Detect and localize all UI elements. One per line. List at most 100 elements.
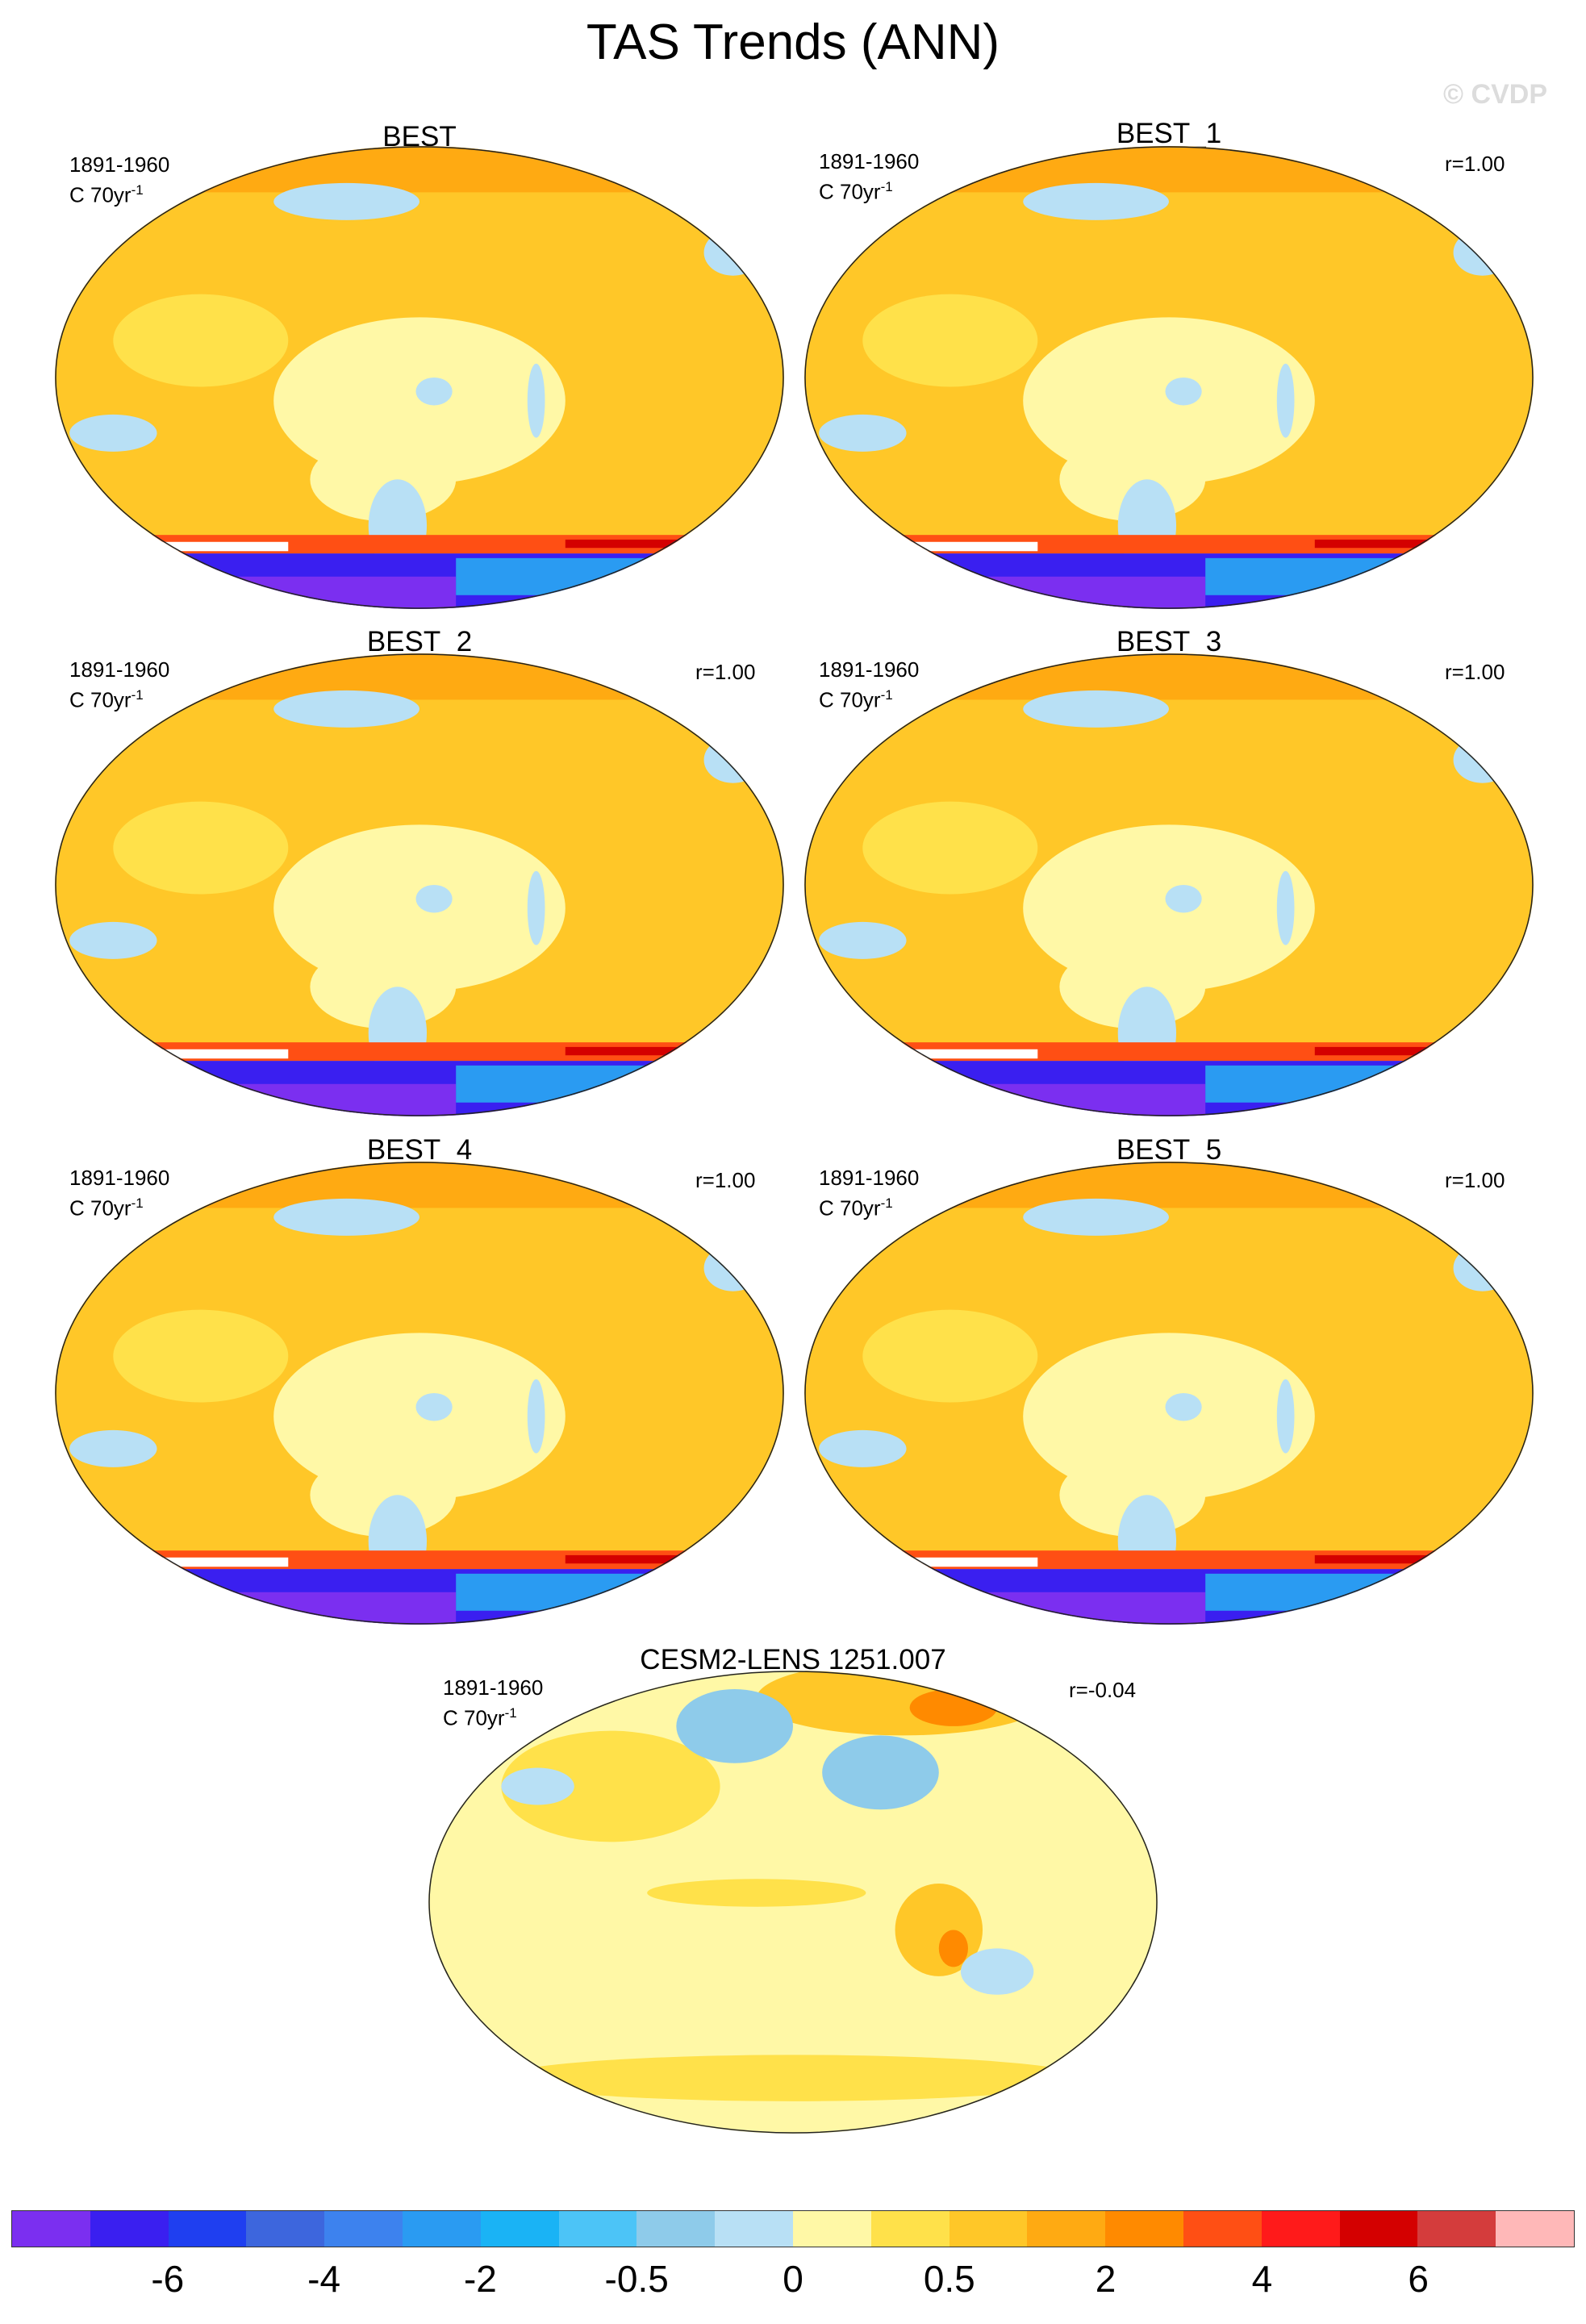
pacific-weak-trend xyxy=(273,1333,566,1500)
units-exponent: -1 xyxy=(880,687,893,703)
antarctic-rim-warming xyxy=(55,535,784,554)
antarctic-rim-warming xyxy=(804,535,1534,554)
colorbar-swatch xyxy=(1339,2211,1418,2247)
antarctic-strong-warming xyxy=(1314,1554,1446,1564)
south-indian-cooling xyxy=(819,1429,907,1467)
pattern-correlation-label: r=1.00 xyxy=(695,660,756,684)
trend-map xyxy=(804,653,1534,1116)
north-pacific-cooling xyxy=(1023,690,1169,728)
units-exponent: -1 xyxy=(880,1195,893,1211)
brazil-hotspot xyxy=(938,1930,968,1967)
antarctic-strong-warming xyxy=(1314,1046,1446,1056)
period-label: 1891-1960 xyxy=(443,1675,544,1700)
pattern-correlation-label: r=1.00 xyxy=(1445,1168,1505,1192)
antarctic-rim-warming xyxy=(55,1042,784,1062)
panel-period-units: 1891-1960 C 70yr-1 xyxy=(69,1166,169,1221)
antarctic-extreme-cooling xyxy=(55,576,457,609)
period-label: 1891-1960 xyxy=(69,152,170,177)
central-pacific-cooling xyxy=(1165,885,1202,913)
north-pacific-cooling xyxy=(273,690,419,728)
antarctic-rim-warming xyxy=(804,1042,1534,1062)
panel-period-units: 1891-1960 C 70yr-1 xyxy=(69,152,169,208)
period-label: 1891-1960 xyxy=(69,657,170,682)
map-outline xyxy=(804,653,1534,1116)
north-atlantic-cooling xyxy=(703,736,762,783)
colorbar-tick-label: -4 xyxy=(307,2258,341,2300)
arctic-warming-band xyxy=(804,146,1534,193)
antarctic-extreme-cooling xyxy=(55,1592,457,1625)
antarctic-moderate-cooling xyxy=(1205,557,1461,595)
central-pacific-cooling xyxy=(415,885,453,913)
colorbar-swatch xyxy=(12,2211,90,2247)
indian-ocean-moderate xyxy=(113,294,289,387)
map-outline xyxy=(55,146,784,609)
units-label: C 70yr xyxy=(69,1195,131,1220)
peru-coast-cooling xyxy=(1276,1379,1295,1454)
missing-data-strip xyxy=(891,1049,1038,1059)
colorbar-swatch xyxy=(949,2211,1028,2247)
panel-period-units: 1891-1960 C 70yr-1 xyxy=(819,149,919,205)
pacific-weak-trend xyxy=(273,824,566,992)
colorbar-swatch xyxy=(1261,2211,1340,2247)
pattern-correlation-label: r=-0.04 xyxy=(1069,1678,1137,1702)
colorbar-swatch xyxy=(402,2211,481,2247)
colorbar-tick-label: 0.5 xyxy=(923,2258,975,2300)
units-label: C 70yr xyxy=(69,182,131,207)
trend-map xyxy=(55,1162,784,1625)
south-indian-cooling xyxy=(69,414,157,452)
units-label: C 70yr xyxy=(443,1705,505,1730)
panel-title: CESM2-LENS 1251.007 xyxy=(640,1644,946,1675)
pacific-weak-trend xyxy=(273,317,566,485)
units-exponent: -1 xyxy=(131,687,144,703)
period-label: 1891-1960 xyxy=(69,1166,170,1190)
trend-map xyxy=(55,653,784,1116)
panel-period-units: 1891-1960 C 70yr-1 xyxy=(819,1166,919,1221)
antarctic-strong-warming xyxy=(1314,539,1446,549)
south-indian-cooling xyxy=(69,1429,157,1467)
missing-data-strip xyxy=(891,541,1038,552)
north-pacific-cooling xyxy=(1023,182,1169,220)
colorbar-tick-label: 2 xyxy=(1095,2258,1116,2300)
arctic-warming-band xyxy=(55,1162,784,1208)
colorbar-swatch xyxy=(168,2211,247,2247)
panel-title: BEST_1 xyxy=(1116,118,1222,149)
equatorial-pacific-warming xyxy=(647,1879,866,1907)
pacific-weak-trend xyxy=(1023,317,1315,485)
south-indian-cooling xyxy=(819,921,907,959)
antarctic-strong-warming xyxy=(565,539,697,549)
central-pacific-cooling xyxy=(415,1393,453,1421)
peru-coast-cooling xyxy=(527,870,545,945)
colorbar-swatch xyxy=(324,2211,403,2247)
antarctic-moderate-cooling xyxy=(456,1065,712,1103)
pattern-correlation-label: r=1.00 xyxy=(1445,660,1505,684)
missing-data-strip xyxy=(891,1557,1038,1567)
colorbar-tick-label: 0 xyxy=(783,2258,803,2300)
antarctic-extreme-cooling xyxy=(55,1083,457,1116)
indian-ocean-moderate xyxy=(113,1309,289,1403)
north-pacific-cooling xyxy=(273,182,419,220)
antarctic-extreme-cooling xyxy=(804,1592,1206,1625)
central-pacific-cooling xyxy=(1165,378,1202,406)
antarctic-extreme-cooling xyxy=(804,1083,1206,1116)
map-outline xyxy=(55,653,784,1116)
trend-map xyxy=(804,146,1534,609)
colorbar-swatch xyxy=(246,2211,325,2247)
colorbar xyxy=(11,2210,1575,2247)
colorbar-tick-label: -6 xyxy=(151,2258,185,2300)
indian-ocean-moderate xyxy=(113,801,289,895)
indian-ocean-moderate xyxy=(862,294,1038,387)
units-label: C 70yr xyxy=(819,1195,881,1220)
trend-map xyxy=(428,1671,1158,2134)
antarctic-moderate-cooling xyxy=(456,1573,712,1611)
asia-warming xyxy=(501,1730,720,1842)
colorbar-swatch xyxy=(636,2211,716,2247)
antarctic-rim-warming xyxy=(55,1550,784,1570)
arctic-warming-band xyxy=(55,146,784,193)
panel-title: BEST_4 xyxy=(366,1134,473,1166)
antarctic-moderate-cooling xyxy=(1205,1573,1461,1611)
north-atlantic-cooling xyxy=(1453,1245,1512,1291)
antarctic-rim-warming xyxy=(804,1550,1534,1570)
colorbar-swatch xyxy=(1027,2211,1106,2247)
colorbar-swatch xyxy=(1417,2211,1496,2247)
colorbar-swatch xyxy=(715,2211,793,2247)
